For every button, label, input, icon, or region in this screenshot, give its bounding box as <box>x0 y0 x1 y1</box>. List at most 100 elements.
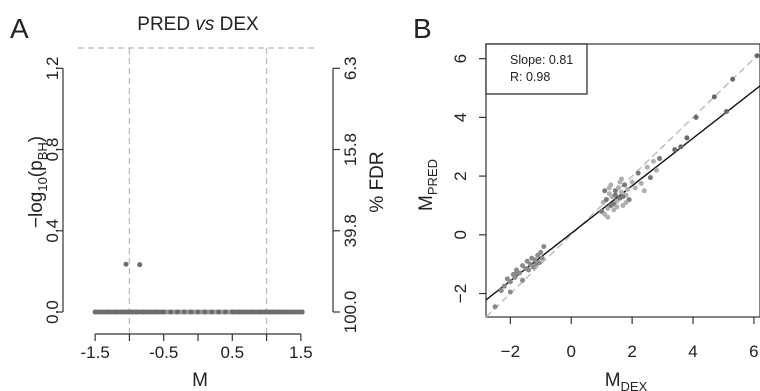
panel-a-title: PRED vs DEX <box>137 14 259 35</box>
panel-a-point <box>188 309 194 315</box>
panel-a-y-tick-label: 0.4 <box>43 219 62 243</box>
panel-b-point <box>625 186 631 192</box>
panel-b-xlabel: MDEX <box>605 370 648 391</box>
panel-b-point <box>614 204 620 210</box>
panel-b-x-tick-label: 2 <box>627 342 636 361</box>
panel-b-legend-slope: Slope: 0.81 <box>510 53 573 67</box>
panel-b-point <box>532 257 538 263</box>
panel-a-right-axis-label: % FDR <box>367 151 388 212</box>
panel-b-y-tick-label: 6 <box>451 54 470 63</box>
panel-a-point <box>202 309 208 315</box>
panel-a-point <box>209 309 215 315</box>
panel-b-point <box>730 76 736 82</box>
panel-b-point <box>520 277 526 283</box>
panel-b-point <box>623 200 629 206</box>
panel-b-point <box>507 289 513 295</box>
panel-b-frame <box>485 43 760 318</box>
panel-b-legend: Slope: 0.81 R: 0.98 <box>485 43 588 95</box>
panel-a-point <box>137 262 143 268</box>
panel-b-legend-r: R: 0.98 <box>510 70 550 84</box>
panel-a-point <box>195 309 201 315</box>
panel-b-point <box>632 185 638 191</box>
panel-b-x-tick-label: 0 <box>567 342 576 361</box>
panel-a-x-tick-label: -1.5 <box>80 343 109 362</box>
panel-a-point <box>229 309 235 315</box>
panel-a-y-tick-label: 1.2 <box>43 56 62 80</box>
panel-a-xlabel: M <box>192 370 208 391</box>
panel-b-y-tick-label: 2 <box>451 171 470 180</box>
panel-b-point <box>507 279 513 285</box>
panel-a-reference-lines <box>78 47 318 334</box>
panel-a-right-tick-label: 15.8 <box>341 133 360 166</box>
panel-a-point <box>123 261 129 267</box>
panel-b-legend-box <box>485 43 588 95</box>
panel-b-point <box>498 288 504 294</box>
panel-a-ylabel: −log10(pBH) <box>26 136 50 228</box>
panel-a-point <box>299 309 305 315</box>
panel-b-point <box>541 244 547 250</box>
panel-a-point <box>125 309 131 315</box>
panel-b-point <box>603 197 609 203</box>
panel-b-point <box>605 214 611 220</box>
panel-b-y-tick-label: 0 <box>451 230 470 239</box>
panel-a-point <box>133 309 139 315</box>
panel-b-point <box>693 114 699 120</box>
panel-b-point <box>602 188 608 194</box>
panel-b-point <box>492 304 498 310</box>
panel-b-point <box>647 175 653 181</box>
panel-a-right-tick-label: 100.0 <box>341 291 360 334</box>
panel-b-point <box>641 188 647 194</box>
panel-a-point <box>174 309 180 315</box>
panel-b-point <box>644 164 650 170</box>
panel-b-point <box>618 176 624 182</box>
panel-b-points <box>492 53 760 310</box>
panel-b-y-tick-label: −2 <box>451 284 470 303</box>
panel-a-point <box>140 309 146 315</box>
panel-b-label: B <box>413 13 432 44</box>
panel-a-point <box>92 309 98 315</box>
panel-a-point <box>243 309 249 315</box>
panel-a-point <box>104 309 110 315</box>
panel-a-point <box>161 309 167 315</box>
panel-a-right-tick-label: 6.3 <box>341 56 360 80</box>
panel-a-axes: -1.5 -0.5 0.5 1.5 0.0 0.4 0.8 1.2 100.0 39.8 15.8 6… <box>43 56 360 362</box>
panel-b-point <box>629 179 635 185</box>
panel-a-point <box>277 309 283 315</box>
panel-a-point <box>262 309 268 315</box>
panel-b-point <box>657 155 663 161</box>
panel-a-point <box>154 309 160 315</box>
panel-b-point <box>513 270 519 276</box>
panel-a-point <box>267 309 273 315</box>
panel-b-point <box>536 260 542 266</box>
panel-a-point <box>270 309 276 315</box>
panel-b-point <box>612 192 618 198</box>
panel-b-point <box>501 283 507 289</box>
panel-a-x-tick-label: -0.5 <box>149 343 178 362</box>
panel-a-point <box>236 309 242 315</box>
panel-b-point <box>653 167 659 173</box>
panel-b-x-tick-label: −2 <box>501 342 520 361</box>
panel-a: A PRED vs DEX -1.5 -0.5 0.5 1.5 0.0 0.4 0.8 1.2… <box>10 13 388 391</box>
panel-b-point <box>684 135 690 141</box>
panel-b-point <box>615 185 621 191</box>
panel-a-point <box>113 309 119 315</box>
panel-a-label: A <box>10 13 29 44</box>
panel-b-ylabel: MPRED <box>416 159 440 211</box>
panel-b-point <box>724 109 730 115</box>
panel-b-point <box>711 94 717 100</box>
panel-b-point <box>650 158 656 164</box>
panel-b-point <box>672 147 678 153</box>
panel-a-point <box>147 309 153 315</box>
panel-b-point <box>526 267 532 273</box>
panel-a-point <box>130 309 136 315</box>
panel-a-y-tick-label: 0.8 <box>43 138 62 162</box>
panel-b-point <box>620 194 626 200</box>
panel-b-point <box>635 170 641 176</box>
panel-b-point <box>539 255 545 261</box>
panel-a-point <box>257 309 263 315</box>
panel-a-x-tick-label: 0.5 <box>220 343 244 362</box>
panel-b-point <box>512 274 518 280</box>
panel-b-point <box>754 53 760 59</box>
panel-b-point <box>638 180 644 186</box>
